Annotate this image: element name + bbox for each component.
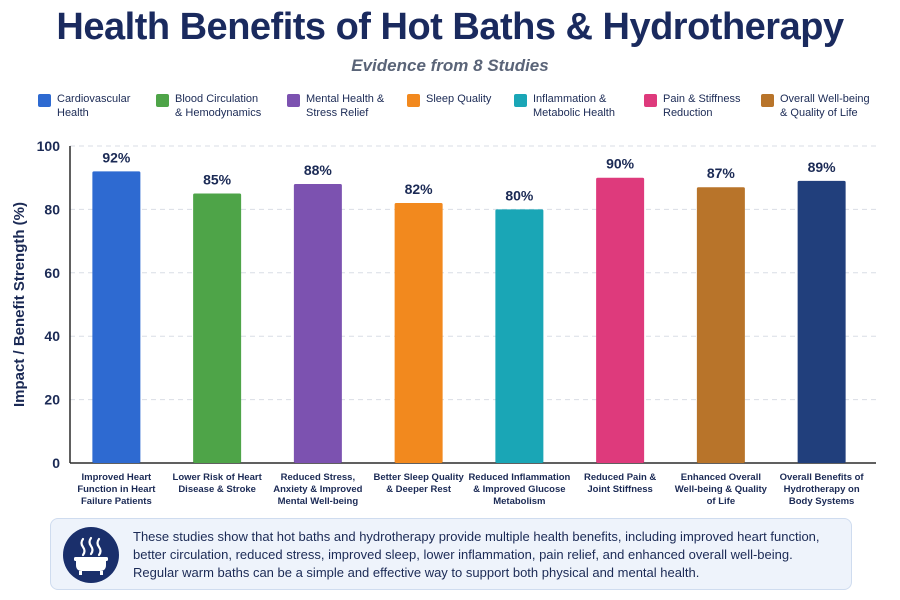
x-tick-label: Reduced Inflammation & Improved Glucose Me…	[468, 472, 570, 507]
bar-value-label: 90%	[606, 156, 635, 172]
legend-label: Blood Circulation & Hemodynamics	[175, 93, 262, 119]
legend-label: Overall Well-being & Quality of Life	[780, 93, 870, 119]
summary-box: These studies show that hot baths and hy…	[50, 518, 852, 590]
bar	[394, 203, 443, 463]
summary-text: These studies show that hot baths and hy…	[133, 529, 820, 580]
bar-value-label: 87%	[707, 165, 736, 181]
bar-value-label: 82%	[405, 181, 434, 197]
bar	[92, 171, 141, 464]
bar-chart: 0 20 40 60 80 100 Impact / Benefit Strength (%…	[11, 138, 876, 507]
legend-item: Sleep Quality	[407, 92, 522, 107]
y-tick-label: 60	[44, 265, 60, 281]
bar-value-label: 89%	[808, 159, 837, 175]
legend-label: Mental Health & Stress Relief	[306, 93, 385, 119]
bathtub-icon	[63, 527, 119, 583]
y-tick-label: 100	[37, 138, 61, 154]
y-tick-label: 0	[52, 455, 60, 471]
bar	[696, 187, 745, 463]
chart-subtitle: Evidence from 8 Studies	[351, 56, 549, 75]
y-tick-label: 80	[44, 201, 60, 217]
bar	[495, 209, 544, 463]
legend-swatch	[38, 94, 51, 107]
legend-label: Pain & Stiffness Reduction	[663, 93, 741, 119]
legend-swatch	[407, 94, 420, 107]
legend-swatch	[644, 94, 657, 107]
bar-value-label: 88%	[304, 162, 333, 178]
x-tick-label: Reduced Pain & Joint Stiffness	[584, 472, 656, 495]
y-tick-label: 20	[44, 392, 60, 408]
x-tick-label: Better Sleep Quality & Deeper Rest	[373, 472, 464, 495]
legend-item: Inflammation & Metabolic Health	[514, 92, 629, 120]
bar-value-label: 85%	[203, 172, 232, 188]
chart-title: Health Benefits of Hot Baths & Hydrother…	[56, 6, 844, 48]
legend-item: Overall Well-being & Quality of Life	[761, 92, 876, 120]
legend-label: Sleep Quality	[426, 93, 492, 105]
legend-item: Pain & Stiffness Reduction	[644, 92, 759, 120]
x-tick-label: Improved Heart Function in Heart Failure P…	[77, 472, 156, 507]
bar-value-label: 80%	[505, 187, 534, 203]
bar	[293, 184, 342, 463]
x-tick-label: Lower Risk of Heart Disease & Stroke	[173, 472, 263, 495]
legend-swatch	[156, 94, 169, 107]
legend-swatch	[514, 94, 527, 107]
y-axis-label: Impact / Benefit Strength (%)	[11, 202, 28, 407]
legend-swatch	[287, 94, 300, 107]
legend-swatch	[761, 94, 774, 107]
x-tick-label: Overall Benefits of Hydrotherapy on Body S…	[780, 472, 865, 507]
bar-value-label: 92%	[102, 149, 131, 165]
legend-label: Inflammation & Metabolic Health	[533, 93, 615, 119]
x-tick-label: Enhanced Overall Well-being & Quality of L…	[675, 472, 768, 507]
legend-item: Cardiovascular Health	[38, 92, 153, 120]
chart-legend: Cardiovascular Health Blood Circulation & H…	[20, 92, 890, 126]
x-tick-label: Reduced Stress, Anxiety & Improved Mental …	[273, 472, 362, 507]
y-tick-label: 40	[44, 328, 60, 344]
legend-item: Blood Circulation & Hemodynamics	[156, 92, 271, 120]
legend-label: Cardiovascular Health	[57, 93, 131, 119]
legend-item: Mental Health & Stress Relief	[287, 92, 402, 120]
bar	[193, 193, 242, 464]
bar	[596, 177, 645, 463]
bar	[797, 180, 846, 463]
